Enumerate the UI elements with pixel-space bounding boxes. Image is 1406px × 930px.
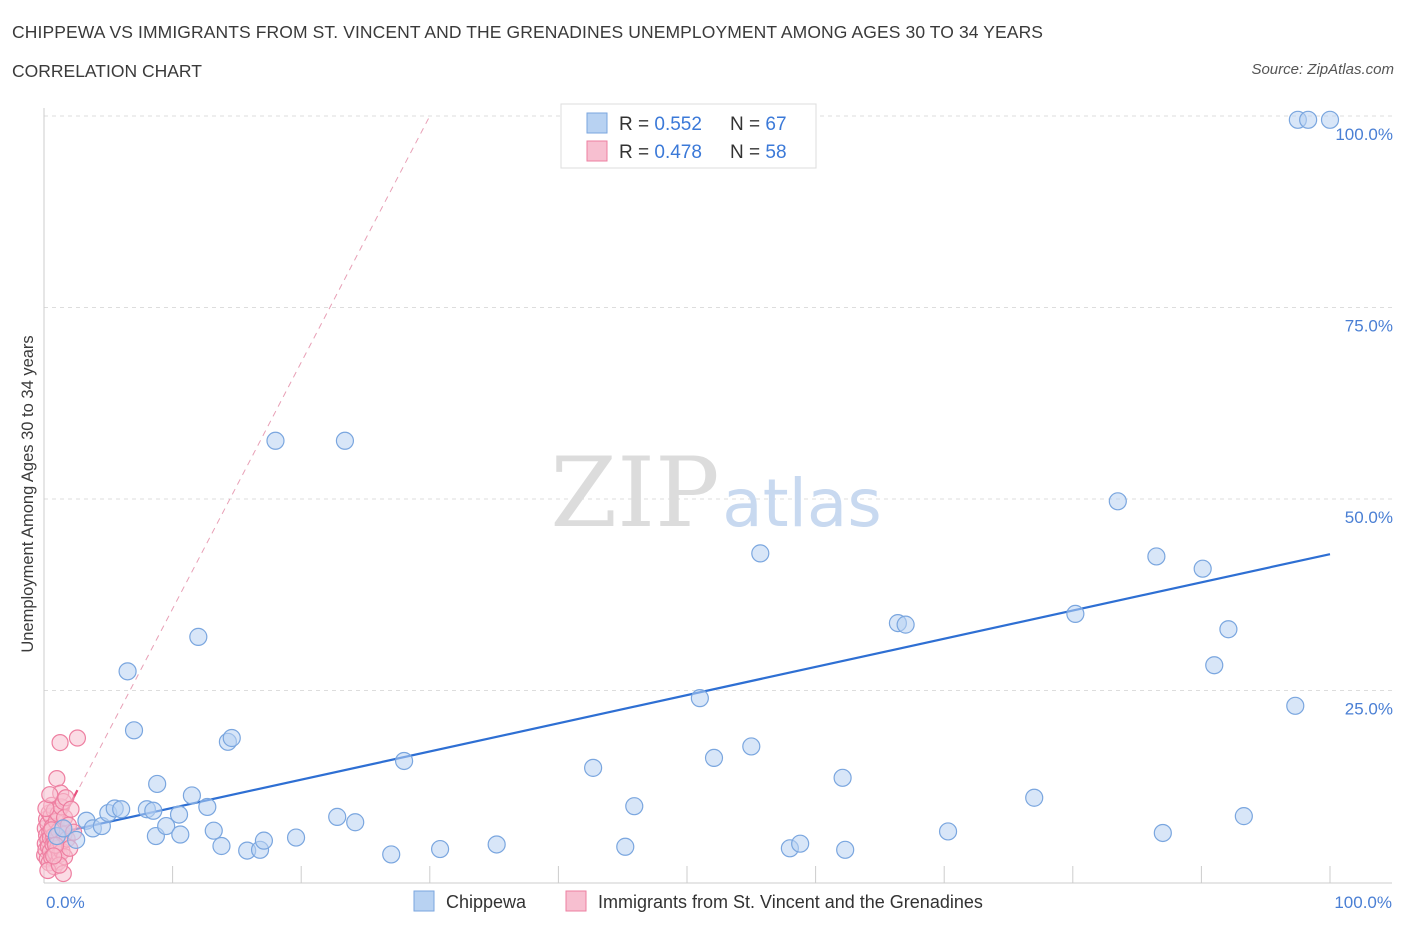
y-tick-label-100: 100.0% bbox=[1335, 125, 1393, 144]
point-chippewa bbox=[169, 805, 189, 824]
y-tick-label-25: 25.0% bbox=[1345, 700, 1393, 719]
point-chippewa bbox=[1147, 547, 1166, 566]
x-tick-label-start: 0.0% bbox=[46, 893, 85, 912]
point-chippewa bbox=[833, 768, 852, 787]
y-tick-label-75: 75.0% bbox=[1345, 317, 1393, 336]
legend-n-text-chippewa: N = 67 bbox=[730, 114, 787, 135]
point-chippewa bbox=[896, 615, 915, 634]
y-tick-label-50: 50.0% bbox=[1345, 508, 1393, 527]
point-immigrants bbox=[51, 733, 69, 752]
point-chippewa bbox=[1219, 620, 1238, 639]
legend-n-label-chippewa: N = bbox=[730, 114, 765, 135]
y-tick-labels: 25.0% 50.0% 75.0% 100.0% bbox=[1335, 125, 1393, 719]
point-chippewa bbox=[254, 831, 274, 850]
x-tick-marks bbox=[172, 866, 1331, 883]
trend-line-chippewa bbox=[43, 553, 1331, 838]
point-chippewa bbox=[328, 807, 347, 826]
legend-bottom-label-chippewa[interactable]: Chippewa bbox=[446, 892, 527, 912]
legend-n-label-immigrants: N = bbox=[730, 142, 765, 163]
legend-n-value-chippewa: 67 bbox=[765, 114, 786, 135]
source-credit: Source: ZipAtlas.com bbox=[1251, 61, 1394, 78]
point-chippewa bbox=[212, 836, 231, 856]
point-chippewa bbox=[1193, 559, 1212, 578]
legend-series: Chippewa Immigrants from St. Vincent and… bbox=[413, 890, 983, 912]
point-chippewa bbox=[791, 834, 810, 853]
legend-stats: R = 0.552 N = 67 R = 0.478 N = 58 bbox=[560, 103, 817, 169]
watermark-atlas: atlas bbox=[722, 465, 882, 542]
point-chippewa bbox=[836, 840, 855, 859]
point-chippewa bbox=[198, 797, 217, 817]
series-chippewa-points bbox=[47, 110, 1340, 864]
legend-bottom-swatch-chippewa[interactable] bbox=[413, 890, 435, 912]
point-chippewa bbox=[1234, 807, 1253, 826]
chart-title: CHIPPEWA VS IMMIGRANTS FROM ST. VINCENT … bbox=[12, 22, 1044, 42]
point-chippewa bbox=[1320, 110, 1340, 129]
legend-r-value-chippewa: 0.552 bbox=[654, 114, 702, 135]
point-chippewa bbox=[204, 821, 223, 840]
legend-swatch-chippewa bbox=[586, 112, 608, 134]
watermark-zip: ZIP bbox=[550, 437, 719, 549]
point-immigrants bbox=[48, 769, 66, 788]
legend-r-text-chippewa: R = 0.552 bbox=[619, 114, 702, 135]
point-immigrants bbox=[45, 847, 63, 865]
x-tick-label-end: 100.0% bbox=[1334, 893, 1392, 912]
y-axis-label: Unemployment Among Ages 30 to 34 years bbox=[19, 335, 37, 652]
point-chippewa bbox=[1025, 788, 1044, 807]
point-chippewa bbox=[704, 748, 724, 768]
legend-swatch-immigrants bbox=[586, 140, 608, 162]
point-immigrants bbox=[62, 800, 80, 818]
point-immigrants bbox=[68, 729, 87, 747]
point-chippewa bbox=[222, 728, 241, 748]
legend-n-text-immigrants: N = 58 bbox=[730, 142, 787, 163]
series-immigrants-points bbox=[36, 729, 87, 883]
point-chippewa bbox=[1066, 604, 1085, 624]
point-chippewa bbox=[54, 819, 73, 838]
legend-bottom-swatch-immigrants[interactable] bbox=[565, 890, 587, 912]
legend-r-label-chippewa: R = bbox=[619, 114, 654, 135]
point-chippewa bbox=[335, 431, 355, 450]
axis-layer: Unemployment Among Ages 30 to 34 years 0… bbox=[19, 108, 1392, 912]
grid-layer bbox=[44, 115, 1392, 691]
point-chippewa bbox=[182, 786, 201, 805]
legend-n-value-immigrants: 58 bbox=[765, 142, 786, 163]
legend-r-value-immigrants: 0.478 bbox=[654, 142, 702, 163]
watermark: ZIP atlas bbox=[550, 437, 881, 549]
point-chippewa bbox=[148, 774, 167, 794]
point-chippewa bbox=[584, 758, 603, 777]
point-chippewa bbox=[690, 689, 709, 708]
point-chippewa bbox=[1286, 696, 1305, 715]
point-chippewa bbox=[487, 835, 506, 854]
point-chippewa bbox=[118, 662, 137, 681]
point-chippewa bbox=[266, 431, 285, 450]
point-chippewa bbox=[346, 813, 365, 832]
point-chippewa bbox=[1153, 823, 1172, 843]
point-immigrants bbox=[41, 786, 59, 804]
point-chippewa bbox=[430, 839, 450, 859]
legend-r-label-immigrants: R = bbox=[619, 142, 654, 163]
point-chippewa bbox=[124, 721, 144, 740]
trend-line-immigrants-extension bbox=[43, 115, 431, 856]
point-chippewa bbox=[938, 822, 958, 841]
legend-bottom-label-immigrants[interactable]: Immigrants from St. Vincent and the Gren… bbox=[598, 892, 983, 912]
point-chippewa bbox=[625, 797, 644, 816]
point-chippewa bbox=[189, 627, 208, 646]
point-chippewa bbox=[157, 816, 176, 836]
point-chippewa bbox=[67, 830, 86, 849]
point-chippewa bbox=[616, 837, 635, 856]
legend-r-text-immigrants: R = 0.478 bbox=[619, 142, 702, 163]
point-chippewa bbox=[382, 845, 401, 864]
point-chippewa bbox=[286, 828, 306, 847]
point-chippewa bbox=[1205, 656, 1224, 675]
point-chippewa bbox=[171, 825, 190, 844]
point-chippewa bbox=[112, 800, 131, 819]
point-chippewa bbox=[144, 801, 163, 820]
point-chippewa bbox=[742, 737, 761, 756]
point-chippewa bbox=[1108, 492, 1127, 511]
point-chippewa bbox=[1299, 110, 1318, 129]
point-chippewa bbox=[394, 751, 414, 771]
point-chippewa bbox=[751, 544, 770, 563]
chart-subtitle: CORRELATION CHART bbox=[12, 61, 202, 81]
